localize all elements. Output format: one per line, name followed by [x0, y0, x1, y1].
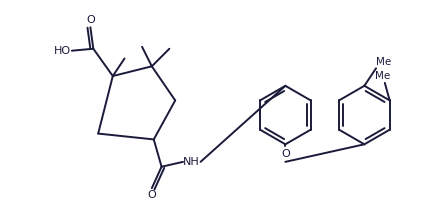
Text: O: O — [147, 190, 156, 200]
Text: Me: Me — [375, 71, 391, 81]
Text: HO: HO — [53, 46, 71, 56]
Text: O: O — [86, 15, 95, 25]
Text: NH: NH — [182, 157, 199, 167]
Text: O: O — [281, 149, 290, 159]
Text: Me: Me — [376, 57, 392, 67]
